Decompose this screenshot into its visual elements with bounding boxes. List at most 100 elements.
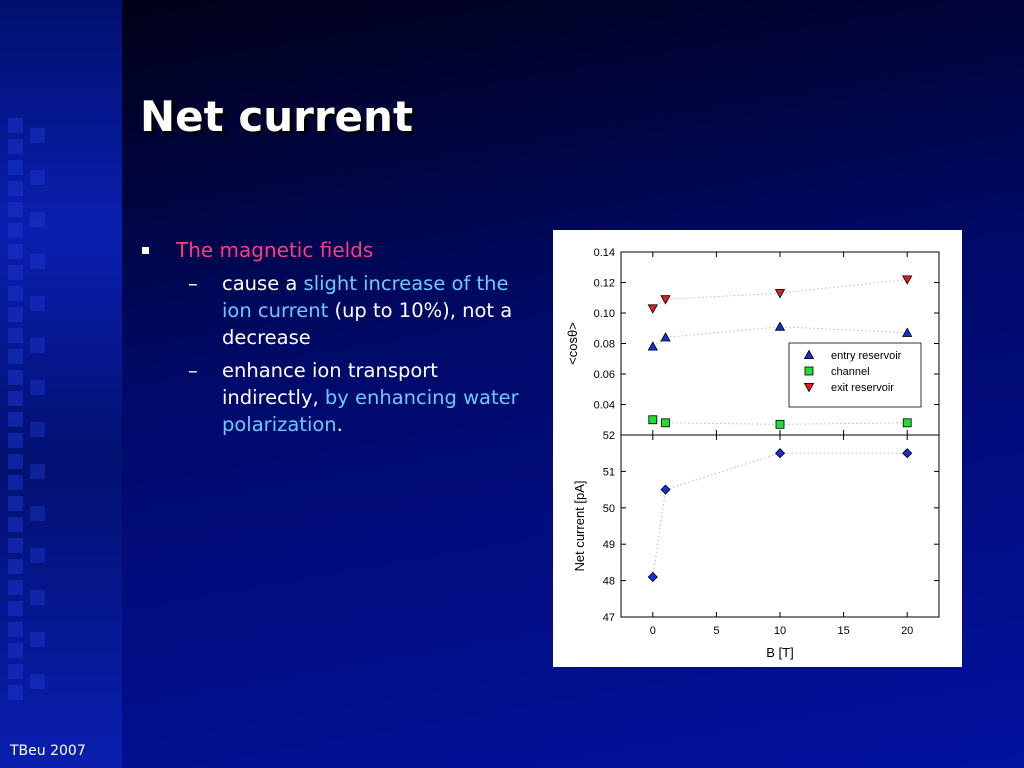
decor-square	[8, 160, 23, 175]
decor-square	[30, 254, 45, 269]
y-tick-label: 51	[603, 466, 615, 478]
bottom-plot-frame	[620, 434, 940, 618]
data-point-1	[775, 419, 785, 429]
sub-bullet-2-text-a: enhance ion transport indirectly,	[222, 359, 438, 409]
decor-square	[30, 128, 45, 143]
data-point-net-0	[660, 484, 671, 495]
decor-square	[8, 622, 23, 637]
decor-square	[8, 685, 23, 700]
decor-square	[30, 590, 45, 605]
decor-square	[30, 212, 45, 227]
y-tick-label: 0.06	[594, 369, 615, 381]
sub-bullet-2: – enhance ion transport indirectly, by e…	[140, 357, 540, 438]
decor-square	[30, 548, 45, 563]
x-tick-label: 20	[901, 625, 913, 637]
y-tick-label: 50	[603, 503, 615, 515]
y-tick-label: 48	[603, 576, 615, 588]
x-tick-label: 10	[774, 625, 786, 637]
sub-bullet-2-highlight: by enhancing water polarization	[222, 386, 519, 436]
data-point-1	[902, 418, 912, 428]
decor-square	[8, 307, 23, 322]
series-line-0	[652, 326, 908, 347]
bullet-item: The magnetic fields	[140, 236, 540, 264]
decor-square	[30, 632, 45, 647]
data-point-0	[647, 341, 658, 351]
decor-square	[8, 244, 23, 259]
legend-label: entry reservoir	[831, 350, 902, 362]
y-tick-label: 0.10	[594, 308, 615, 320]
decor-square	[30, 422, 45, 437]
decor-square	[30, 296, 45, 311]
slide-title: Net current	[140, 92, 414, 141]
x-tick-label: 15	[837, 625, 849, 637]
y-tick-label: 0.14	[594, 247, 615, 259]
dash-icon: –	[188, 272, 198, 295]
sub-bullet-2-text-b: .	[336, 413, 343, 436]
decor-square	[30, 506, 45, 521]
y-tick-label: 52	[603, 430, 615, 442]
decor-square	[8, 433, 23, 448]
sub-bullet-1: – cause a slight increase of the ion cur…	[140, 270, 540, 351]
chart-panel: 0.14 0.12 0.10 0.08 0.06 0.04 52 51 50 49 48 47 0 5 10…	[553, 230, 962, 667]
decor-square	[30, 380, 45, 395]
legend-label: channel	[831, 366, 870, 378]
legend-marker	[804, 366, 814, 376]
legend-marker	[803, 349, 815, 360]
data-point-net-0	[902, 448, 913, 459]
data-point-1	[661, 418, 670, 428]
data-point-2	[902, 275, 913, 285]
decor-square	[8, 118, 23, 133]
legend-marker	[803, 382, 815, 393]
data-point-net-0	[774, 448, 786, 459]
series-line-net-0	[652, 452, 908, 578]
decor-square	[8, 664, 23, 679]
decor-square	[8, 391, 23, 406]
decor-square	[30, 674, 45, 689]
legend-label: exit reservoir	[831, 382, 894, 394]
data-point-2	[660, 295, 671, 305]
decor-square	[8, 643, 23, 658]
decor-square	[30, 464, 45, 479]
bullet-text: The magnetic fields	[176, 238, 374, 262]
y-axis-label-bottom: Net current [pA]	[572, 480, 587, 571]
footer-text: TBeu 2007	[10, 743, 86, 759]
x-tick-label: 5	[713, 625, 719, 637]
decor-square	[8, 265, 23, 280]
decor-square	[8, 601, 23, 616]
y-axis-label-top: <cosθ>	[565, 322, 580, 365]
decor-square	[8, 559, 23, 574]
decor-square	[8, 223, 23, 238]
decor-square	[8, 475, 23, 490]
decor-square	[8, 181, 23, 196]
y-tick-label: 49	[603, 539, 615, 551]
y-tick-label: 47	[603, 612, 615, 624]
decor-square	[30, 338, 45, 353]
decor-square	[30, 170, 45, 185]
decor-square	[8, 139, 23, 154]
decor-square	[8, 412, 23, 427]
dash-icon: –	[188, 359, 198, 382]
data-point-0	[902, 327, 913, 337]
decor-square	[8, 538, 23, 553]
decor-square	[8, 454, 23, 469]
data-point-0	[774, 321, 786, 331]
x-axis-label: B [T]	[766, 645, 793, 660]
decor-square	[8, 496, 23, 511]
sub-bullet-1-text-a: cause a	[222, 272, 304, 295]
decor-square	[8, 370, 23, 385]
bullet-list: The magnetic fields – cause a slight inc…	[140, 236, 540, 438]
data-point-2	[774, 289, 786, 299]
x-tick-label: 0	[650, 625, 656, 637]
sub-bullet-1-highlight: slight increase of the ion current	[222, 272, 509, 322]
data-point-net-0	[647, 571, 658, 583]
decor-square	[8, 202, 23, 217]
sub-bullet-1-text-b: (up to 10%), not a decrease	[222, 299, 513, 349]
series-line-2	[652, 278, 908, 309]
y-tick-label: 0.04	[594, 400, 615, 412]
decor-square	[8, 349, 23, 364]
data-point-2	[647, 304, 658, 314]
y-tick-label: 0.08	[594, 339, 615, 351]
decor-square	[8, 286, 23, 301]
decor-square	[8, 580, 23, 595]
data-point-1	[648, 415, 658, 425]
